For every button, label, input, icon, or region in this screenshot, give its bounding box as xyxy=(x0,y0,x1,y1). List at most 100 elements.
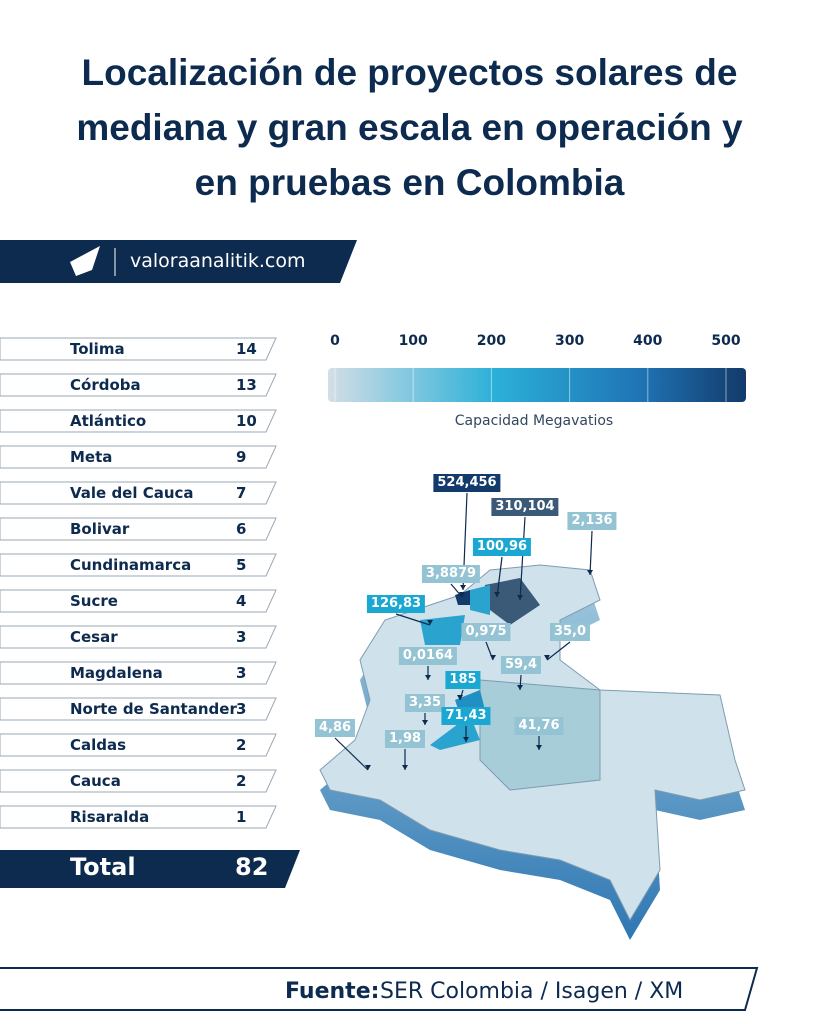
arrow-head xyxy=(425,675,431,680)
map-label: 3,8879 xyxy=(421,565,481,583)
row-box xyxy=(0,553,277,577)
arrow xyxy=(395,613,431,626)
map-label: 41,76 xyxy=(514,717,564,735)
arrow xyxy=(546,641,571,661)
row-name: Vale del Cauca xyxy=(70,484,194,502)
row-name: Meta xyxy=(70,448,113,466)
row-name: Cauca xyxy=(70,772,121,790)
row-value: 5 xyxy=(236,556,247,574)
row-box xyxy=(0,805,277,829)
row-value: 2 xyxy=(236,736,247,754)
arrow-head xyxy=(422,720,428,725)
map-label: 59,4 xyxy=(500,656,542,674)
row-name: Cundinamarca xyxy=(70,556,192,574)
row-box xyxy=(0,337,277,361)
row-name: Cesar xyxy=(70,628,118,646)
scale-tick: 0 xyxy=(330,333,340,349)
map-cesar xyxy=(485,578,540,625)
arrow-head xyxy=(460,585,466,590)
total-value: 82 xyxy=(235,853,269,881)
row-value: 6 xyxy=(236,520,247,538)
logo xyxy=(70,246,100,276)
map-label: 126,83 xyxy=(366,595,426,613)
scale-tick: 100 xyxy=(398,333,428,349)
brand: valoraanalitik.com xyxy=(130,250,306,272)
arrow-head xyxy=(490,655,496,660)
map-label: 35,0 xyxy=(549,623,591,641)
arrow-head xyxy=(517,595,523,600)
scale-tick: 400 xyxy=(633,333,663,349)
title-line: mediana y gran escala en operación y xyxy=(76,107,743,148)
arrow xyxy=(589,530,593,576)
arrow xyxy=(334,737,369,771)
row-name: Tolima xyxy=(70,340,125,358)
row-box xyxy=(0,661,277,685)
row-name: Bolivar xyxy=(70,520,130,538)
map-label: 1,98 xyxy=(384,730,426,748)
row-value: 9 xyxy=(236,448,247,466)
row-name: Magdalena xyxy=(70,664,163,682)
total-label: Total xyxy=(70,853,136,881)
map-label: 3,35 xyxy=(404,694,446,712)
footer-label: Fuente: xyxy=(285,979,380,1004)
arrow-head xyxy=(459,592,465,597)
row-name: Atlántico xyxy=(70,412,147,430)
row-value: 3 xyxy=(236,700,247,718)
map-label: 524,456 xyxy=(433,474,501,492)
arrow xyxy=(519,516,526,601)
arrow-head xyxy=(463,737,469,742)
arrow-head xyxy=(536,745,542,750)
row-box xyxy=(0,517,277,541)
arrow-head xyxy=(494,592,500,597)
arrow-head xyxy=(587,570,593,575)
map-label: 310,104 xyxy=(491,498,559,516)
map-meta xyxy=(479,679,601,791)
row-box xyxy=(0,373,277,397)
arrow-head xyxy=(427,620,433,625)
row-name: Córdoba xyxy=(70,376,141,394)
row-value: 2 xyxy=(236,772,247,790)
total-bar xyxy=(0,850,300,888)
title-line: en pruebas en Colombia xyxy=(194,162,625,203)
brand-bar xyxy=(0,240,357,283)
arrow-head xyxy=(402,765,408,770)
row-box xyxy=(0,589,277,613)
map-label: 71,43 xyxy=(441,707,491,725)
footer-text: SER Colombia / Isagen / XM xyxy=(380,979,684,1004)
row-value: 3 xyxy=(236,664,247,682)
row-value: 3 xyxy=(236,628,247,646)
row-name: Caldas xyxy=(70,736,127,754)
row-value: 1 xyxy=(236,808,247,826)
row-name: Sucre xyxy=(70,592,118,610)
row-box xyxy=(0,697,277,721)
row-name: Risaralda xyxy=(70,808,150,826)
map-label: 0,975 xyxy=(461,623,511,641)
row-value: 4 xyxy=(236,592,247,610)
row-value: 7 xyxy=(236,484,247,502)
scale-tick: 300 xyxy=(554,333,585,349)
title-line: Localización de proyectos solares de xyxy=(81,52,738,93)
scale-tick: 500 xyxy=(711,333,741,349)
arrow xyxy=(450,583,463,598)
row-value: 14 xyxy=(236,340,257,358)
row-value: 13 xyxy=(236,376,257,394)
row-value: 10 xyxy=(236,412,257,430)
scale-label: Capacidad Megavatios xyxy=(454,413,614,429)
row-box xyxy=(0,481,277,505)
map-label: 0,0164 xyxy=(398,647,458,665)
row-box xyxy=(0,445,277,469)
color-scale xyxy=(328,368,746,402)
row-box xyxy=(0,769,277,793)
arrow xyxy=(496,556,503,598)
row-name: Norte de Santander xyxy=(70,700,237,718)
row-box xyxy=(0,733,277,757)
arrow-head xyxy=(457,695,463,700)
map-label: 185 xyxy=(445,671,481,689)
map-label: 4,86 xyxy=(314,719,356,737)
map-label: 100,96 xyxy=(472,538,532,556)
footer-box xyxy=(0,967,759,1011)
map-magdalena xyxy=(470,585,490,615)
map-label: 2,136 xyxy=(567,512,617,530)
row-box xyxy=(0,409,277,433)
